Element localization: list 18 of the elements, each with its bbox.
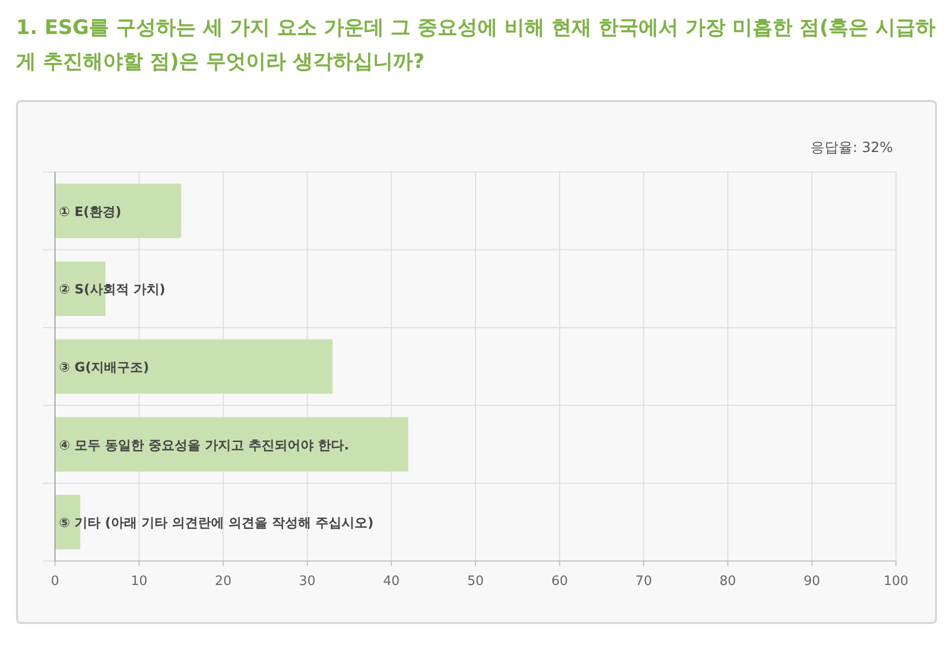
x-tick-label: 100 bbox=[884, 574, 908, 589]
x-tick-label: 70 bbox=[635, 574, 652, 589]
x-tick-label: 80 bbox=[720, 574, 736, 589]
x-tick-label: 20 bbox=[214, 574, 232, 589]
text: 응답율: 32% bbox=[810, 140, 893, 156]
x-tick-label: 50 bbox=[467, 574, 484, 589]
y-tick-label: ② S(사회적 가치) bbox=[59, 282, 166, 298]
y-tick-label: ⑤ 기타 (아래 기타 의견란에 의견을 작성해 주십시오) bbox=[59, 516, 374, 532]
x-tick-label: 90 bbox=[804, 574, 820, 589]
x-tick-label: 60 bbox=[551, 574, 568, 589]
y-tick-label: ③ G(지배구조) bbox=[59, 360, 150, 376]
x-tick-label: 40 bbox=[383, 574, 400, 589]
chart-title: 1. ESG를 구성하는 세 가지 요소 가운데 그 중요성에 비해 현재 한국에서 가장 미흡한 점(혹은 시급하게 추진해야할 점)은 무엇이라 생각하십니까? bbox=[16, 14, 936, 75]
x-tick-label: 10 bbox=[130, 574, 148, 589]
x-tick-label: 30 bbox=[299, 574, 316, 589]
y-tick-label: ① E(환경) bbox=[59, 204, 122, 220]
x-tick-label: 0 bbox=[50, 574, 60, 589]
y-tick-label: ④ 모두 동일한 중요성을 가지고 추진되어야 한다. bbox=[59, 438, 350, 454]
